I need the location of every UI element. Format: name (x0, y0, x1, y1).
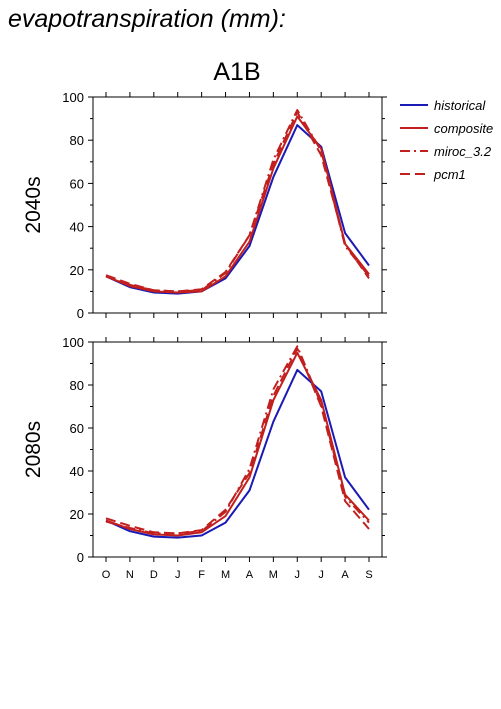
legend-label: composite (434, 121, 493, 136)
legend-label: pcm1 (433, 167, 466, 182)
series-line-miroc-3-2 (105, 109, 370, 293)
y-tick-label: 100 (62, 335, 84, 350)
legend-label: historical (434, 98, 486, 113)
x-tick-label: N (126, 569, 134, 581)
series-line-pcm1 (105, 111, 370, 293)
row-label: 2040s (22, 176, 45, 233)
y-tick-label: 100 (62, 90, 84, 105)
y-tick-label: 80 (70, 378, 84, 393)
x-tick-label: M (221, 569, 230, 581)
y-tick-label: 40 (70, 464, 84, 479)
y-tick-label: 0 (77, 306, 84, 321)
plot-frame (92, 96, 383, 314)
x-tick-label: A (341, 569, 349, 581)
y-tick-label: 60 (70, 176, 84, 191)
series-line-pcm1 (105, 347, 370, 535)
scenario-title: A1B (213, 58, 260, 86)
series-line-historical (105, 368, 370, 539)
x-tick-label: M (269, 569, 278, 581)
series-line-composite (105, 115, 370, 294)
y-tick-label: 20 (70, 507, 84, 522)
panel-2080s: 0 20 40 60 80 100 O N D J F M A M J J A S 2080s (22, 335, 387, 581)
x-tick-label: O (102, 569, 111, 581)
row-label: 2080s (22, 421, 45, 478)
panel-2040s: 0 20 40 60 80 100 2040s (22, 90, 387, 321)
legend: historical composite miroc_3.2 pcm1 (400, 98, 493, 182)
x-tick-label: J (175, 569, 181, 581)
y-tick-label: 0 (77, 550, 84, 565)
plot-frame (92, 341, 383, 558)
x-tick-label: J (295, 569, 301, 581)
x-tick-label: D (150, 569, 158, 581)
series-line-historical (105, 124, 370, 295)
figure-title: evapotranspiration (mm): (8, 5, 286, 33)
x-tick-label: A (246, 569, 254, 581)
y-tick-label: 60 (70, 421, 84, 436)
y-tick-label: 20 (70, 263, 84, 278)
x-tick-label: J (318, 569, 324, 581)
x-tick-label: S (365, 569, 372, 581)
x-tick-label: F (198, 569, 205, 581)
legend-label: miroc_3.2 (434, 144, 492, 159)
y-tick-label: 80 (70, 133, 84, 148)
y-tick-label: 40 (70, 220, 84, 235)
